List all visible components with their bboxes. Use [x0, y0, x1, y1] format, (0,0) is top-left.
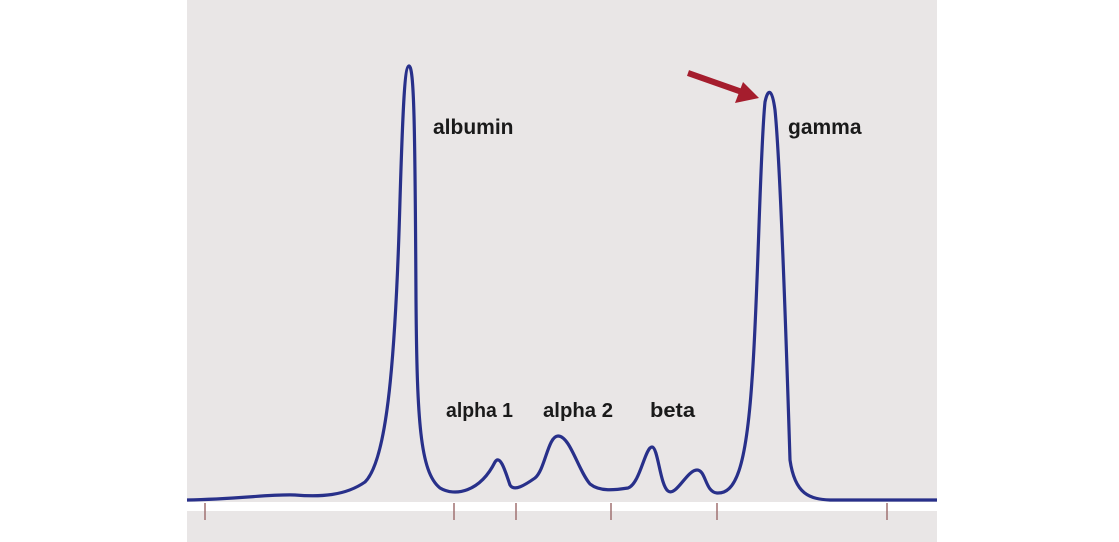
protein-curve: [186, 64, 937, 502]
tick-marks: [204, 503, 888, 520]
label-alpha1: alpha 1: [446, 400, 513, 422]
diagram-panel: [187, 0, 937, 542]
label-alpha2: alpha 2: [543, 400, 613, 422]
baseline-strip: [187, 502, 937, 511]
label-beta: beta: [650, 400, 696, 422]
label-gamma: gamma: [788, 116, 862, 139]
label-albumin: albumin: [433, 116, 514, 139]
arrow-icon: [687, 70, 759, 103]
